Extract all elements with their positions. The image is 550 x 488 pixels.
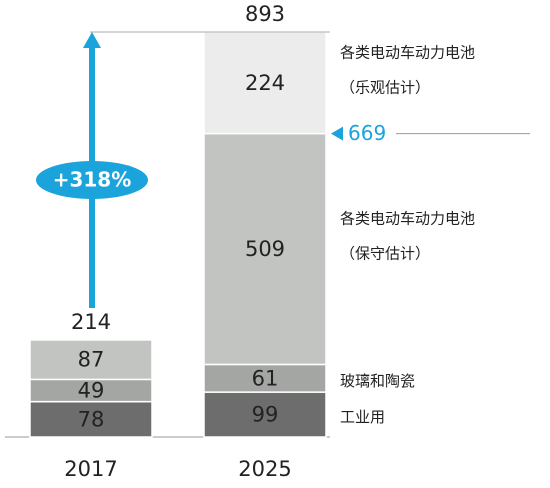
legend-label: 各类电动车动力电池 — [340, 210, 475, 228]
segment-label: 509 — [245, 237, 285, 261]
bar-segment — [29, 400, 153, 438]
growth-arrow-head — [83, 32, 101, 48]
x-tick-label: 2017 — [64, 457, 117, 481]
segment-label: 224 — [245, 71, 285, 95]
segment-label: 78 — [78, 407, 105, 431]
reference-label: 669 — [348, 121, 386, 145]
bar-segment — [203, 31, 327, 135]
legend-label: 各类电动车动力电池 — [340, 43, 475, 61]
segment-label: 49 — [78, 379, 105, 403]
total-label: 214 — [71, 310, 111, 334]
growth-badge — [36, 161, 148, 199]
x-tick-label: 2025 — [238, 457, 291, 481]
segment-label: 87 — [78, 348, 105, 372]
total-label: 893 — [245, 2, 285, 26]
bar-segment — [203, 363, 327, 393]
legend-label: 玻璃和陶瓷 — [340, 372, 415, 390]
segment-label: 99 — [252, 403, 279, 427]
growth-label: +318% — [53, 168, 132, 192]
segment-label: 61 — [252, 366, 279, 390]
bar-segment — [29, 339, 153, 381]
legend-note: （乐观估计） — [340, 78, 430, 96]
bar-segment — [203, 132, 327, 366]
legend-note: （保守估计） — [340, 245, 430, 263]
reference-marker — [331, 126, 343, 141]
legend-label: 工业用 — [340, 408, 385, 426]
